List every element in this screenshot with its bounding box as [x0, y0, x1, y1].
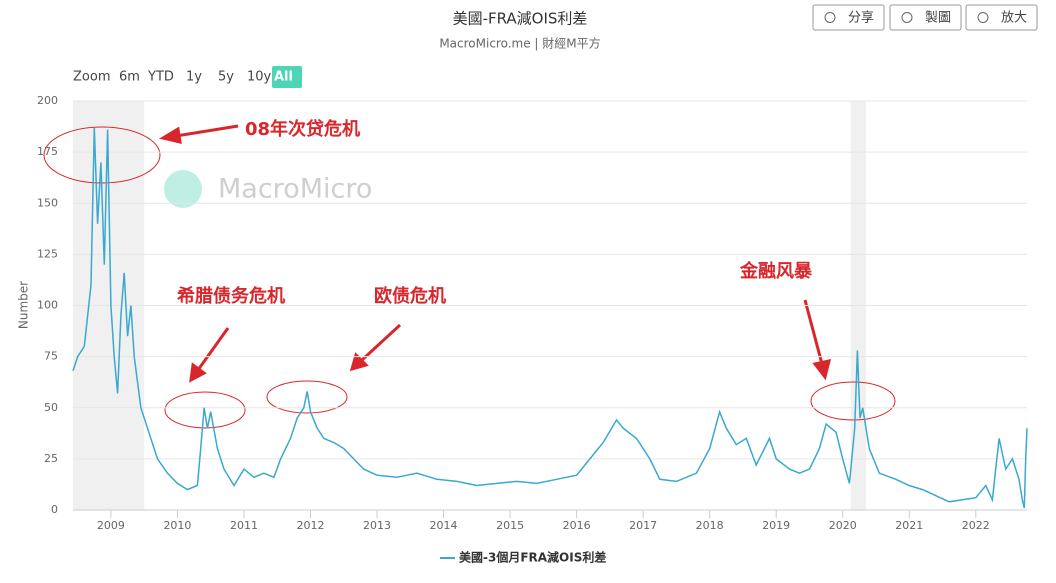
arrow — [803, 299, 824, 365]
watermark-logo — [164, 170, 202, 208]
arrow-head — [189, 362, 207, 383]
ellipse — [266, 380, 348, 414]
x-tick-label: 2010 — [163, 519, 191, 532]
chart-subtitle: MacroMicro.me | 財經M平方 — [439, 36, 600, 51]
y-tick-label: 125 — [37, 247, 58, 260]
y-tick-label: 50 — [44, 401, 58, 414]
y-axis-label: Number — [17, 281, 31, 329]
zoom-button[interactable]: 1y — [186, 70, 202, 85]
zoom-button[interactable]: 5y — [218, 70, 234, 85]
arrow — [360, 323, 402, 362]
x-tick-label: 2020 — [829, 519, 857, 532]
zoom-button[interactable]: YTD — [147, 70, 174, 85]
y-tick-label: 0 — [51, 503, 58, 516]
x-tick-label: 2011 — [230, 519, 258, 532]
annotation: 希腊债务危机 — [177, 285, 285, 307]
x-tick-label: 2021 — [895, 519, 923, 532]
button-label[interactable]: 製圖 — [925, 11, 951, 26]
ellipse — [164, 391, 246, 429]
button-frame[interactable] — [889, 4, 962, 31]
zoom-button[interactable]: 6m — [119, 70, 140, 85]
button-frame[interactable] — [812, 4, 885, 31]
button-frame[interactable] — [965, 4, 1038, 31]
arrow-head — [812, 359, 832, 381]
data-line — [72, 127, 1028, 509]
annotation-arrows — [159, 124, 832, 383]
arrow — [175, 124, 239, 138]
x-tick-label: 2012 — [297, 519, 325, 532]
x-tick-label: 2009 — [97, 519, 125, 532]
x-tick-label: 2018 — [696, 519, 724, 532]
y-tick-label: 175 — [37, 145, 58, 158]
annotation: 欧债危机 — [374, 285, 446, 307]
button-label[interactable]: 分享 — [848, 10, 874, 26]
x-tick-label: 2019 — [762, 519, 790, 532]
button-label[interactable]: 放大 — [1001, 11, 1027, 26]
arrow-head — [349, 352, 369, 372]
y-tick-label: 200 — [37, 94, 58, 107]
x-tick-label: 2016 — [563, 519, 591, 532]
y-tick-label: 100 — [37, 299, 58, 312]
watermark: MacroMicro — [164, 170, 372, 208]
watermark-text: MacroMicro — [218, 174, 372, 205]
annotation: 08年次贷危机 — [245, 118, 360, 140]
arrow-head — [159, 126, 182, 144]
zoom-button[interactable]: All — [274, 70, 293, 85]
x-tick-label: 2015 — [496, 519, 524, 532]
y-tick-label: 75 — [44, 350, 58, 363]
zoom-active-bg — [272, 66, 302, 88]
x-tick-label: 2013 — [363, 519, 391, 532]
arrow — [196, 327, 230, 371]
button-icon — [824, 12, 836, 23]
zoom-label: Zoom — [73, 70, 110, 85]
button-icon — [977, 12, 989, 23]
chart-title: 美國-FRA減OIS利差 — [453, 10, 588, 28]
y-tick-label: 25 — [44, 452, 58, 465]
x-tick-label: 2014 — [430, 519, 458, 532]
legend-label[interactable]: 美國-3個月FRA減OIS利差 — [459, 550, 606, 565]
button-icon — [901, 12, 913, 23]
ellipse — [810, 381, 896, 421]
x-tick-label: 2017 — [629, 519, 657, 532]
annotation: 金融风暴 — [739, 260, 813, 282]
x-tick-label: 2022 — [962, 519, 990, 532]
zoom-button[interactable]: 10y — [247, 70, 272, 85]
y-tick-label: 150 — [37, 196, 58, 209]
